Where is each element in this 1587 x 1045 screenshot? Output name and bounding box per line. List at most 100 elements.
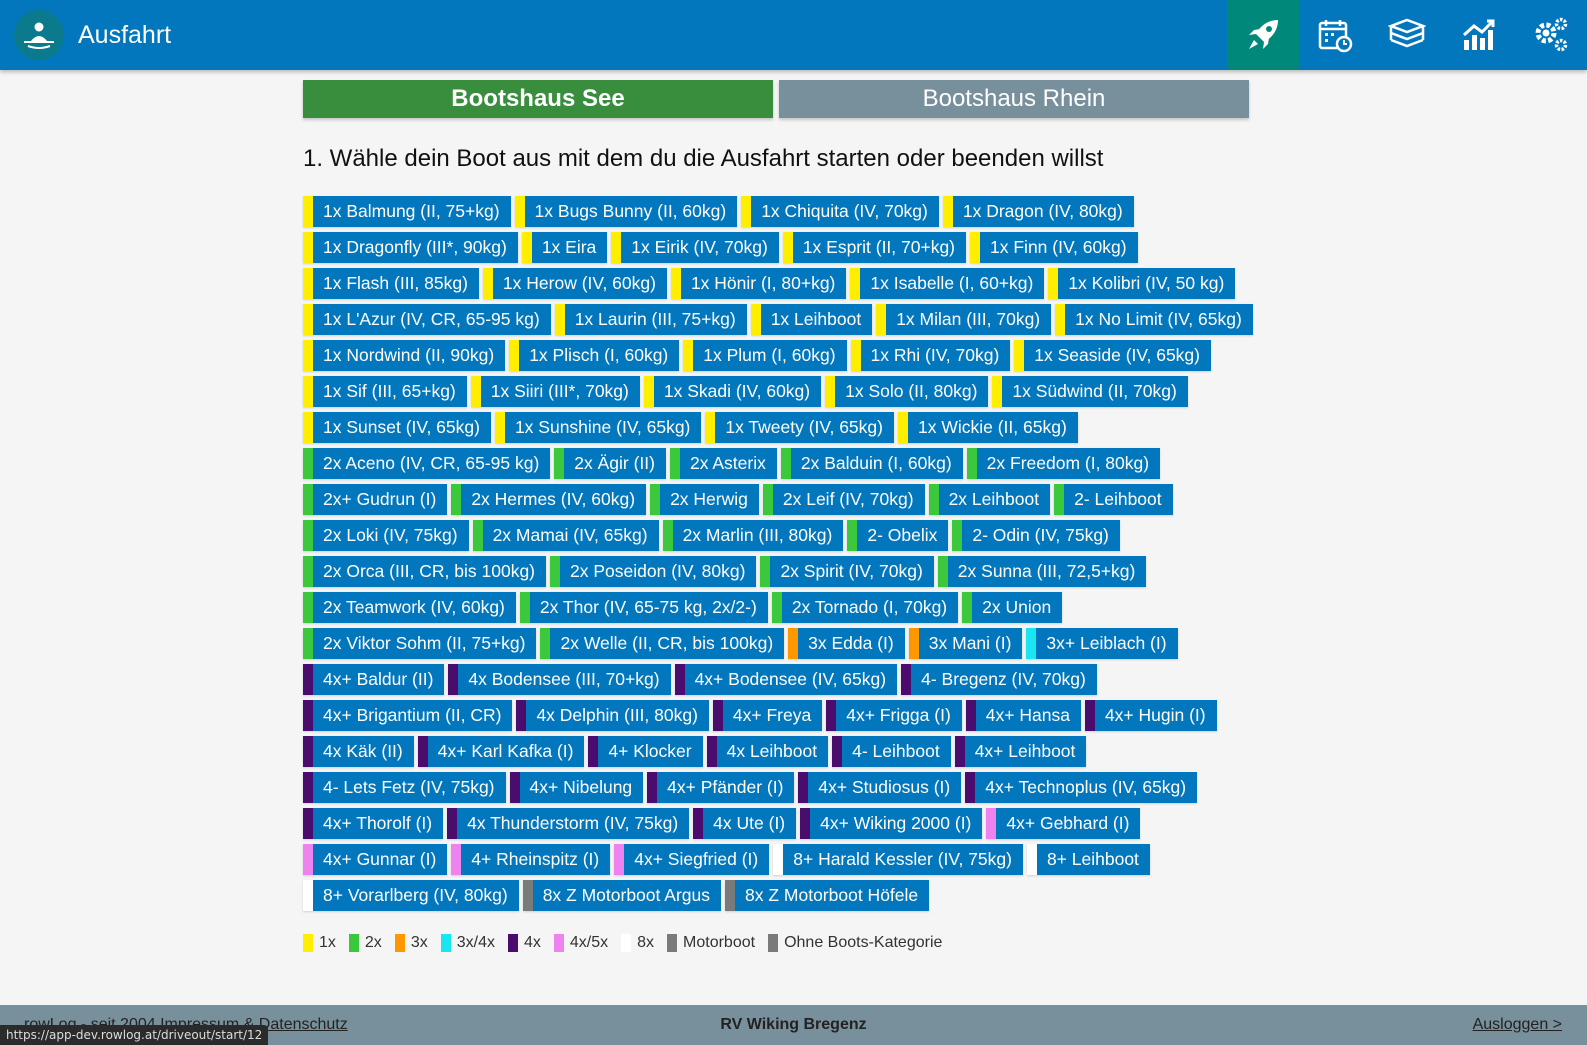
boat-button[interactable]: 3x+ Leiblach (I)	[1026, 628, 1178, 659]
boat-button[interactable]: 8x Z Motorboot Argus	[522, 880, 721, 911]
tab-bootshaus-rhein[interactable]: Bootshaus Rhein	[779, 80, 1249, 118]
boat-button[interactable]: 3x Mani (I)	[908, 628, 1023, 659]
boat-button[interactable]: 1x Sunset (IV, 65kg)	[303, 412, 491, 443]
boat-button[interactable]: 2x Spirit (IV, 70kg)	[760, 556, 934, 587]
boat-button[interactable]: 1x Plisch (I, 60kg)	[509, 340, 680, 371]
boat-button[interactable]: 2x Ägir (II)	[554, 448, 666, 479]
boat-button[interactable]: 1x L'Azur (IV, CR, 65-95 kg)	[303, 304, 551, 335]
boat-button[interactable]: 4x Delphin (III, 80kg)	[516, 700, 709, 731]
boat-button[interactable]: 1x Rhi (IV, 70kg)	[850, 340, 1011, 371]
boat-button[interactable]: 2x Leihboot	[928, 484, 1051, 515]
boat-button[interactable]: 1x No Limit (IV, 65kg)	[1055, 304, 1253, 335]
boat-button[interactable]: 1x Tweety (IV, 65kg)	[705, 412, 894, 443]
tab-bootshaus-see[interactable]: Bootshaus See	[303, 80, 773, 118]
boat-button[interactable]: 2- Odin (IV, 75kg)	[952, 520, 1120, 551]
boat-button[interactable]: 4x+ Brigantium (II, CR)	[303, 700, 513, 731]
boat-button[interactable]: 1x Eirik (IV, 70kg)	[611, 232, 779, 263]
boat-button[interactable]: 1x Bugs Bunny (II, 60kg)	[514, 196, 738, 227]
boat-button[interactable]: 2x Balduin (I, 60kg)	[780, 448, 963, 479]
boat-button[interactable]: 4x+ Nibelung	[509, 772, 644, 803]
boat-button[interactable]: 1x Solo (II, 80kg)	[825, 376, 989, 407]
boat-button[interactable]: 2x Poseidon (IV, 80kg)	[550, 556, 757, 587]
boat-button[interactable]: 1x Milan (III, 70kg)	[876, 304, 1052, 335]
boat-button[interactable]: 2x Loki (IV, 75kg)	[303, 520, 469, 551]
boat-button[interactable]: 8x Z Motorboot Höfele	[725, 880, 930, 911]
nav-settings-button[interactable]	[1515, 0, 1587, 70]
boat-button[interactable]: 4- Leihboot	[832, 736, 951, 767]
boat-button[interactable]: 1x Hönir (I, 80+kg)	[670, 268, 847, 299]
boat-button[interactable]: 4- Lets Fetz (IV, 75kg)	[303, 772, 506, 803]
boat-button[interactable]: 1x Esprit (II, 70+kg)	[782, 232, 967, 263]
boat-button[interactable]: 4x Käk (II)	[303, 736, 414, 767]
nav-statistics-button[interactable]	[1443, 0, 1515, 70]
boat-button[interactable]: 2x+ Gudrun (I)	[303, 484, 448, 515]
boat-button[interactable]: 4x+ Siegfried (I)	[614, 844, 770, 875]
boat-button[interactable]: 2x Viktor Sohm (II, 75+kg)	[303, 628, 537, 659]
nav-driveout-button[interactable]	[1227, 0, 1299, 70]
boat-button[interactable]: 4+ Rheinspitz (I)	[451, 844, 611, 875]
boat-button[interactable]: 2- Obelix	[847, 520, 949, 551]
boat-button[interactable]: 4x+ Pfänder (I)	[647, 772, 795, 803]
boat-button[interactable]: 1x Sif (III, 65+kg)	[303, 376, 467, 407]
boat-button[interactable]: 2x Herwig	[650, 484, 759, 515]
app-logo[interactable]	[14, 10, 64, 60]
boat-button[interactable]: 2x Teamwork (IV, 60kg)	[303, 592, 516, 623]
boat-button[interactable]: 1x Eira	[521, 232, 608, 263]
boat-button[interactable]: 1x Südwind (II, 70kg)	[992, 376, 1188, 407]
boat-button[interactable]: 4x+ Karl Kafka (I)	[417, 736, 585, 767]
boat-button[interactable]: 1x Flash (III, 85kg)	[303, 268, 479, 299]
boat-button[interactable]: 2x Aceno (IV, CR, 65-95 kg)	[303, 448, 551, 479]
nav-reservation-button[interactable]	[1299, 0, 1371, 70]
boat-button[interactable]: 2x Asterix	[670, 448, 777, 479]
boat-button[interactable]: 1x Siiri (III*, 70kg)	[470, 376, 640, 407]
boat-button[interactable]: 1x Chiquita (IV, 70kg)	[741, 196, 939, 227]
boat-button[interactable]: 4x Thunderstorm (IV, 75kg)	[447, 808, 690, 839]
boat-button[interactable]: 1x Seaside (IV, 65kg)	[1014, 340, 1211, 371]
boat-button[interactable]: 4x+ Bodensee (IV, 65kg)	[674, 664, 898, 695]
boat-button[interactable]: 4x Bodensee (III, 70+kg)	[448, 664, 671, 695]
boat-button[interactable]: 4+ Klocker	[588, 736, 703, 767]
boat-button[interactable]: 1x Dragonfly (III*, 90kg)	[303, 232, 518, 263]
boat-button[interactable]: 1x Herow (IV, 60kg)	[482, 268, 667, 299]
boat-button[interactable]: 4x+ Baldur (II)	[303, 664, 445, 695]
boat-button[interactable]: 2x Tornado (I, 70kg)	[771, 592, 959, 623]
boat-button[interactable]: 4x+ Thorolf (I)	[303, 808, 444, 839]
boat-button[interactable]: 4x+ Gunnar (I)	[303, 844, 448, 875]
logout-link[interactable]: Ausloggen >	[1472, 1016, 1562, 1033]
boat-button[interactable]: 4x Leihboot	[706, 736, 829, 767]
boat-button[interactable]: 1x Dragon (IV, 80kg)	[942, 196, 1134, 227]
boat-button[interactable]: 4x+ Wiking 2000 (I)	[800, 808, 983, 839]
boat-button[interactable]: 4x+ Studiosus (I)	[798, 772, 962, 803]
boat-button[interactable]: 2x Freedom (I, 80kg)	[966, 448, 1161, 479]
boat-button[interactable]: 4x+ Technoplus (IV, 65kg)	[965, 772, 1198, 803]
boat-button[interactable]: 2x Marlin (III, 80kg)	[662, 520, 844, 551]
boat-button[interactable]: 4x+ Hansa	[965, 700, 1081, 731]
boat-button[interactable]: 4x+ Hugin (I)	[1084, 700, 1217, 731]
boat-button[interactable]: 1x Kolibri (IV, 50 kg)	[1048, 268, 1236, 299]
boat-button[interactable]: 8+ Vorarlberg (IV, 80kg)	[303, 880, 519, 911]
boat-button[interactable]: 1x Finn (IV, 60kg)	[970, 232, 1138, 263]
boat-button[interactable]: 2x Sunna (III, 72,5+kg)	[937, 556, 1147, 587]
boat-button[interactable]: 1x Sunshine (IV, 65kg)	[494, 412, 702, 443]
boat-button[interactable]: 4x+ Leihboot	[954, 736, 1087, 767]
boat-button[interactable]: 2x Welle (II, CR, bis 100kg)	[540, 628, 785, 659]
boat-button[interactable]: 4x+ Gebhard (I)	[986, 808, 1141, 839]
boat-button[interactable]: 1x Laurin (III, 75+kg)	[554, 304, 747, 335]
boat-button[interactable]: 1x Nordwind (II, 90kg)	[303, 340, 506, 371]
boat-button[interactable]: 2x Leif (IV, 70kg)	[762, 484, 925, 515]
boat-button[interactable]: 4x Ute (I)	[693, 808, 797, 839]
nav-logbook-button[interactable]	[1371, 0, 1443, 70]
boat-button[interactable]: 1x Isabelle (I, 60+kg)	[850, 268, 1045, 299]
boat-button[interactable]: 2x Mamai (IV, 65kg)	[472, 520, 659, 551]
boat-button[interactable]: 2- Leihboot	[1054, 484, 1173, 515]
boat-button[interactable]: 4- Bregenz (IV, 70kg)	[901, 664, 1097, 695]
boat-button[interactable]: 1x Skadi (IV, 60kg)	[643, 376, 822, 407]
boat-button[interactable]: 4x+ Freya	[712, 700, 823, 731]
boat-button[interactable]: 1x Wickie (II, 65kg)	[897, 412, 1078, 443]
boat-button[interactable]: 4x+ Frigga (I)	[826, 700, 962, 731]
boat-button[interactable]: 1x Plum (I, 60kg)	[683, 340, 847, 371]
boat-button[interactable]: 8+ Leihboot	[1026, 844, 1150, 875]
boat-button[interactable]: 3x Edda (I)	[788, 628, 905, 659]
boat-button[interactable]: 1x Balmung (II, 75+kg)	[303, 196, 511, 227]
boat-button[interactable]: 2x Orca (III, CR, bis 100kg)	[303, 556, 547, 587]
